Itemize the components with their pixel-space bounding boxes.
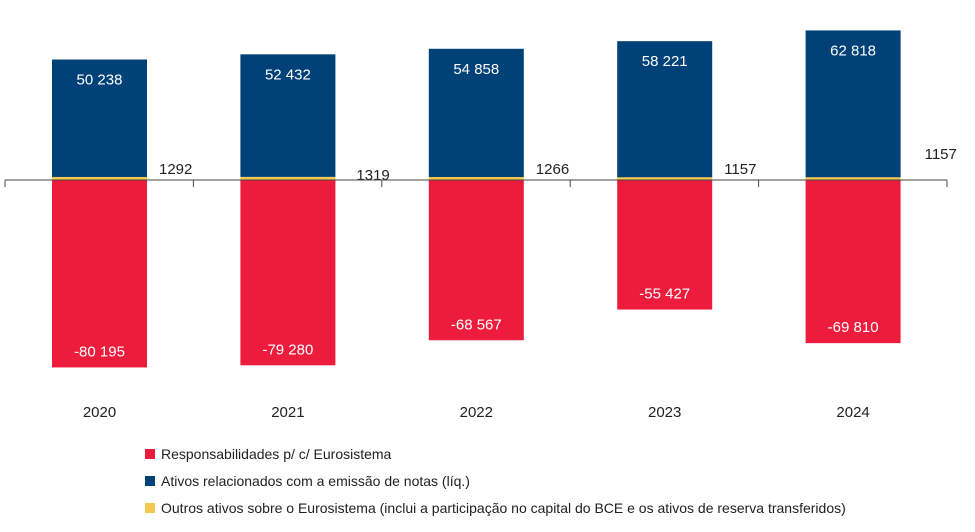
bar-responsabilidades xyxy=(428,179,524,341)
data-label-ativos-notas: 58 221 xyxy=(642,53,688,70)
data-label-outros-ativos: 1292 xyxy=(159,161,192,178)
legend-label: Responsabilidades p/ c/ Eurosistema xyxy=(161,445,392,462)
data-label-outros-ativos: 1157 xyxy=(925,146,957,163)
bar-responsabilidades xyxy=(52,179,147,368)
x-tick-label: 2021 xyxy=(271,404,304,421)
data-label-ativos-notas: 52 432 xyxy=(265,66,311,83)
data-label-ativos-notas: 54 858 xyxy=(453,61,499,78)
x-tick-label: 2020 xyxy=(83,404,116,421)
bar-outros-ativos xyxy=(805,177,901,180)
chart: -80 195 50 238 1292 2020 -79 280 52 432 1319 20… xyxy=(4,30,957,421)
bar-responsabilidades xyxy=(805,179,901,344)
data-label-responsabilidades: -80 195 xyxy=(74,343,125,360)
x-tick-label: 2023 xyxy=(648,404,681,421)
x-tick-label: 2022 xyxy=(460,404,493,421)
bar-responsabilidades xyxy=(240,179,336,366)
legend-item-outros-ativos: Outros ativos sobre o Eurosistema (inclu… xyxy=(145,494,846,521)
data-label-outros-ativos: 1157 xyxy=(724,161,756,178)
legend-swatch xyxy=(145,448,155,459)
bar-outros-ativos xyxy=(240,176,336,180)
data-label-ativos-notas: 50 238 xyxy=(77,72,123,89)
legend-item-ativos-notas: Ativos relacionados com a emissão de not… xyxy=(145,467,846,494)
data-label-outros-ativos: 1319 xyxy=(356,167,389,184)
legend: Responsabilidades p/ c/ Eurosistema Ativ… xyxy=(145,440,846,521)
bar-ativos-notas xyxy=(428,48,524,178)
bar-responsabilidades xyxy=(617,179,713,310)
data-label-outros-ativos: 1266 xyxy=(536,161,569,178)
data-label-ativos-notas: 62 818 xyxy=(830,42,876,59)
bar-outros-ativos xyxy=(617,177,713,180)
x-tick-label: 2024 xyxy=(836,404,869,421)
bar-ativos-notas xyxy=(805,30,901,178)
legend-swatch xyxy=(145,502,155,513)
data-label-responsabilidades: -55 427 xyxy=(639,286,690,303)
data-label-responsabilidades: -68 567 xyxy=(451,316,502,333)
legend-label: Outros ativos sobre o Eurosistema (inclu… xyxy=(161,499,846,516)
bar-outros-ativos xyxy=(52,176,147,180)
legend-item-responsabilidades: Responsabilidades p/ c/ Eurosistema xyxy=(145,440,846,467)
bar-ativos-notas xyxy=(240,54,336,177)
legend-swatch xyxy=(145,475,155,486)
data-label-responsabilidades: -69 810 xyxy=(828,319,879,336)
bar-ativos-notas xyxy=(617,41,713,178)
bar-ativos-notas xyxy=(52,59,147,177)
data-label-responsabilidades: -79 280 xyxy=(262,341,313,358)
bar-outros-ativos xyxy=(428,177,524,180)
legend-label: Ativos relacionados com a emissão de not… xyxy=(161,472,470,489)
